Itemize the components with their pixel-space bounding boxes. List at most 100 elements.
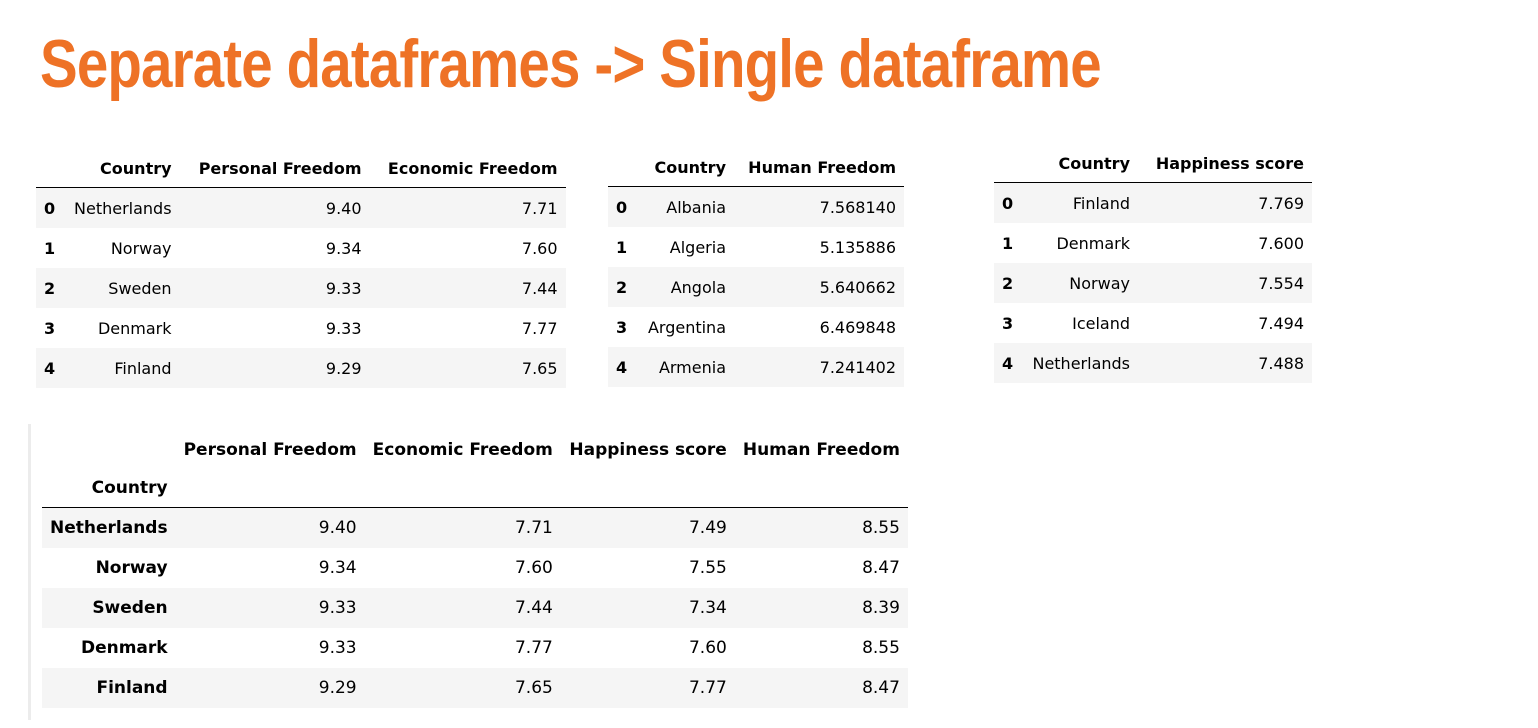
table-row: Norway 9.34 7.60 7.55 8.47 (42, 548, 908, 588)
human-freedom-cell: 7.241402 (819, 357, 896, 377)
economic-freedom-cell: 7.60 (521, 238, 558, 258)
table-row: 1 Norway 9.34 7.60 (36, 228, 566, 268)
personal-freedom-header: Personal Freedom (179, 149, 370, 188)
personal-freedom-cell: 9.34 (325, 238, 362, 258)
economic-freedom-cell: 7.71 (514, 518, 553, 538)
table-row: 2 Angola 5.640662 (608, 267, 904, 307)
economic-freedom-header: Economic Freedom (372, 440, 553, 460)
personal-freedom-cell: 9.29 (325, 358, 362, 378)
human-freedom-cell: 8.47 (862, 678, 900, 698)
happiness-score-cell: 7.34 (688, 598, 727, 618)
merged-dataframe: Personal Freedom Economic Freedom Happin… (42, 431, 908, 708)
row-index: 2 (616, 277, 628, 297)
index-header (42, 431, 176, 469)
country-cell: Angola (670, 277, 726, 297)
country-cell: Denmark (97, 318, 172, 338)
personal-freedom-cell: 9.33 (325, 318, 362, 338)
row-index: 1 (1002, 233, 1014, 253)
table-row: 0 Albania 7.568140 (608, 186, 904, 227)
happiness-score-header: Happiness score (1138, 144, 1312, 183)
human-freedom-cell: 5.640662 (819, 277, 896, 297)
happiness-score-cell: 7.60 (688, 638, 727, 658)
happiness-score-cell: 7.55 (688, 558, 727, 578)
row-index: 0 (616, 197, 628, 217)
table-row: 4 Netherlands 7.488 (994, 343, 1312, 383)
table-row: 0 Netherlands 9.40 7.71 (36, 187, 566, 228)
row-index: 2 (44, 278, 56, 298)
personal-freedom-cell: 9.34 (318, 558, 357, 578)
country-header: Country (638, 148, 734, 187)
country-cell: Denmark (1056, 233, 1130, 253)
country-cell: Netherlands (1032, 353, 1130, 373)
human-freedom-cell: 8.39 (862, 598, 900, 618)
personal-freedom-cell: 9.29 (318, 678, 357, 698)
slide-title: Separate dataframes -> Single dataframe (40, 26, 1102, 102)
economic-freedom-cell: 7.77 (514, 638, 553, 658)
table-row: 0 Finland 7.769 (994, 182, 1312, 223)
row-index: 0 (44, 198, 56, 218)
table-row: 2 Sweden 9.33 7.44 (36, 268, 566, 308)
row-index: 4 (616, 357, 628, 377)
country-cell: Finland (1072, 193, 1130, 213)
index-header (608, 148, 638, 187)
human-freedom-cell: 7.568140 (819, 197, 896, 217)
row-index: 1 (44, 238, 56, 258)
human-freedom-cell: 8.55 (862, 518, 900, 538)
happiness-score-cell: 7.77 (688, 678, 727, 698)
table-row: Denmark 9.33 7.77 7.60 8.55 (42, 628, 908, 668)
country-header: Country (66, 149, 180, 188)
human-freedom-dataframe: Country Human Freedom 0 Albania 7.568140… (608, 148, 904, 387)
country-cell: Norway (1069, 273, 1130, 293)
happiness-score-header: Happiness score (569, 440, 727, 460)
economic-freedom-cell: 7.44 (521, 278, 558, 298)
economic-freedom-cell: 7.71 (521, 198, 558, 218)
country-cell: Netherlands (74, 198, 172, 218)
row-index: 4 (1002, 353, 1014, 373)
table-row: 3 Iceland 7.494 (994, 303, 1312, 343)
country-cell: Albania (666, 197, 726, 217)
happiness-score-cell: 7.600 (1258, 233, 1304, 253)
happiness-score-cell: 7.488 (1258, 353, 1304, 373)
table-row: 3 Argentina 6.469848 (608, 307, 904, 347)
human-freedom-cell: 5.135886 (819, 237, 896, 257)
happiness-dataframe: Country Happiness score 0 Finland 7.769 … (994, 144, 1312, 383)
row-index: 4 (44, 358, 56, 378)
personal-freedom-cell: 9.33 (318, 598, 357, 618)
happiness-score-cell: 7.554 (1258, 273, 1304, 293)
table-row: Sweden 9.33 7.44 7.34 8.39 (42, 588, 908, 628)
country-index: Denmark (80, 638, 168, 658)
table-row: 4 Armenia 7.241402 (608, 347, 904, 387)
index-header (994, 144, 1024, 183)
country-cell: Sweden (108, 278, 172, 298)
row-index: 2 (1002, 273, 1014, 293)
table-row: 1 Denmark 7.600 (994, 223, 1312, 263)
country-header: Country (1024, 144, 1138, 183)
freedom-dataframe: Country Personal Freedom Economic Freedo… (36, 149, 566, 388)
personal-freedom-cell: 9.33 (318, 638, 357, 658)
row-index: 3 (616, 317, 628, 337)
country-index: Sweden (92, 598, 168, 618)
table-row: Netherlands 9.40 7.71 7.49 8.55 (42, 507, 908, 548)
country-cell: Armenia (658, 357, 726, 377)
personal-freedom-header: Personal Freedom (183, 440, 357, 460)
index-header (36, 149, 66, 188)
row-index: 1 (616, 237, 628, 257)
country-cell: Algeria (669, 237, 726, 257)
economic-freedom-cell: 7.65 (521, 358, 558, 378)
human-freedom-header: Human Freedom (742, 440, 900, 460)
country-cell: Argentina (647, 317, 726, 337)
economic-freedom-cell: 7.60 (514, 558, 553, 578)
country-index: Norway (95, 558, 168, 578)
personal-freedom-cell: 9.40 (325, 198, 362, 218)
index-name-header: Country (42, 469, 176, 508)
happiness-score-cell: 7.49 (688, 518, 727, 538)
row-index: 3 (1002, 313, 1014, 333)
human-freedom-header: Human Freedom (734, 148, 904, 187)
economic-freedom-header: Economic Freedom (369, 149, 566, 188)
happiness-score-cell: 7.769 (1258, 193, 1304, 213)
table-row: 3 Denmark 9.33 7.77 (36, 308, 566, 348)
row-index: 0 (1002, 193, 1014, 213)
human-freedom-cell: 6.469848 (819, 317, 896, 337)
table-row: 1 Algeria 5.135886 (608, 227, 904, 267)
country-cell: Finland (114, 358, 172, 378)
